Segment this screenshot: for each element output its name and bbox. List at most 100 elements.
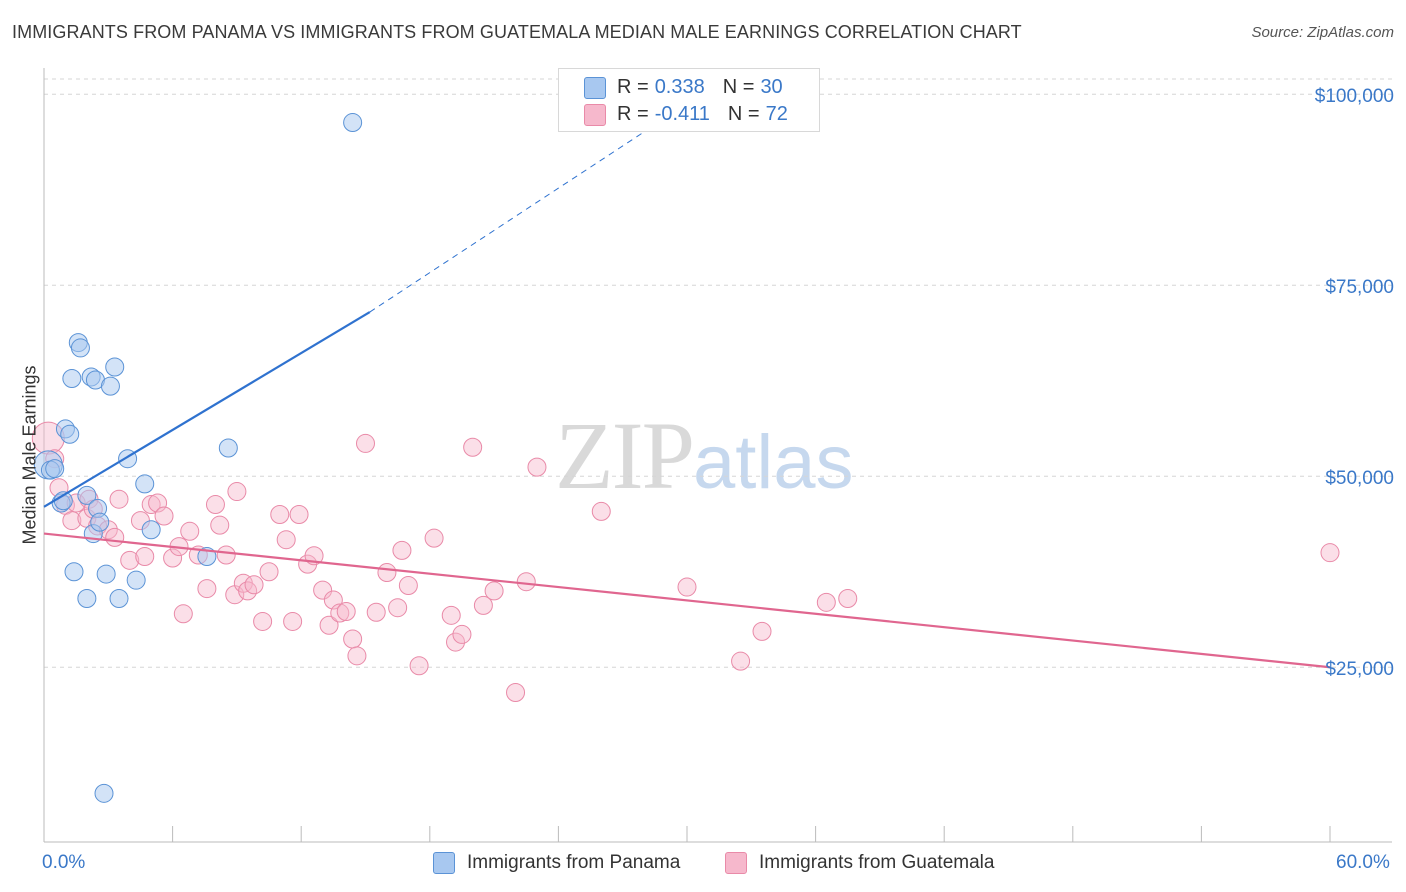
y-tick-label-25000: $25,000 [1325,659,1394,680]
panama-points [33,113,363,803]
stats-row-guatemala: R = -0.411 N = 72 [584,101,788,127]
guatemala-point [484,581,504,601]
panama-point [109,589,129,609]
legend-label-guatemala: Immigrants from Guatemala [759,852,995,873]
panama-trend-line [43,311,371,508]
guatemala-point [109,489,129,509]
chart-title: IMMIGRANTS FROM PANAMA VS IMMIGRANTS FRO… [12,22,1022,42]
panama-point [96,564,116,584]
guatemala-point [253,611,273,631]
panama-point [77,589,97,609]
guatemala-point [347,646,367,666]
guatemala-point [141,495,161,515]
guatemala-point [154,506,174,526]
stats-row-panama: R = 0.338 N = 30 [584,74,783,100]
guatemala-point [173,604,193,624]
guatemala-point [392,540,412,560]
guatemala-point [356,433,375,453]
guatemala-point [244,575,264,595]
x-tick-label-max: 60.0% [1336,852,1390,873]
guatemala-point [366,602,386,622]
guatemala-point [527,457,547,477]
guatemala-point [752,621,772,641]
y-tick-label-50000: $50,000 [1325,468,1394,489]
stats-r-value: 0.338 [654,75,705,98]
panama-point [90,512,110,532]
panama-point [62,368,82,388]
y-tick-label-100000: $100,000 [1314,86,1394,107]
panama-point [135,474,155,494]
guatemala-point [205,495,225,515]
panama-point [343,113,363,133]
panama-point [60,424,80,444]
guatemala-point [506,682,526,702]
guatemala-point [816,592,836,612]
guatemala-point [452,624,472,644]
y-axis-label: Median Male Earnings [19,365,40,545]
guatemala-point [289,504,309,524]
stats-legend: R = 0.338 N = 30 R = -0.411 N = 72 [558,68,820,132]
guatemala-point [283,611,303,631]
guatemala-point [838,589,858,609]
panama-point [141,520,161,540]
panama-point [94,783,114,803]
guatemala-point [210,515,230,535]
panama-point [77,485,97,505]
guatemala-point [270,504,290,524]
source-label: Source: ZipAtlas.com [1251,24,1394,41]
guatemala-point [473,595,493,615]
guatemala-point [319,615,339,635]
legend-item-panama[interactable]: Immigrants from Panama [433,852,680,874]
guatemala-point [330,603,350,623]
guatemala-point [336,602,356,622]
watermark-zip: ZIP [555,402,695,509]
guatemala-point [731,651,751,671]
guatemala-point [120,550,140,570]
guatemala-point [227,482,247,502]
guatemala-point [343,629,363,649]
panama-point [218,438,238,458]
guatemala-point [197,579,217,599]
x-tick-label-min: 0.0% [42,852,86,873]
guatemala-point [446,632,466,652]
guatemala-point [424,528,444,548]
stats-n-label: N = [722,75,755,98]
stats-n-label: N = [727,102,760,125]
guatemala-point [180,521,200,541]
stats-r-label: R = [617,102,649,125]
panama-point [45,459,65,479]
guatemala-point [377,563,397,583]
panama-point [64,562,84,582]
panama-point [70,338,90,358]
panama-point [100,376,120,396]
guatemala-point [441,605,461,625]
stats-r-label: R = [617,75,649,98]
stats-swatch-panama [584,77,606,99]
stats-n-value: 30 [760,75,783,98]
legend-item-guatemala[interactable]: Immigrants from Guatemala [725,852,994,874]
watermark-atlas: atlas [693,420,854,505]
guatemala-trend-line [43,532,1331,669]
guatemala-point [135,547,155,566]
guatemala-point [62,511,82,531]
guatemala-point [1320,543,1340,563]
guatemala-point [398,576,418,596]
stats-swatch-guatemala [584,104,606,126]
guatemala-points [31,421,1340,702]
guatemala-point [677,577,697,597]
y-tick-label-75000: $75,000 [1325,277,1394,298]
guatemala-point [388,598,408,618]
zipatlas-watermark: ZIPatlas [555,400,854,511]
guatemala-point [313,580,333,600]
axis-layer [43,68,1392,843]
panama-point [126,570,146,590]
guatemala-point [105,527,125,547]
guatemala-point [409,656,429,676]
guatemala-point [216,545,236,565]
guatemala-point [463,437,483,457]
panama-point [105,357,125,377]
panama-trend-extension [369,124,656,313]
guatemala-point [163,548,183,568]
legend-label-panama: Immigrants from Panama [467,852,681,873]
